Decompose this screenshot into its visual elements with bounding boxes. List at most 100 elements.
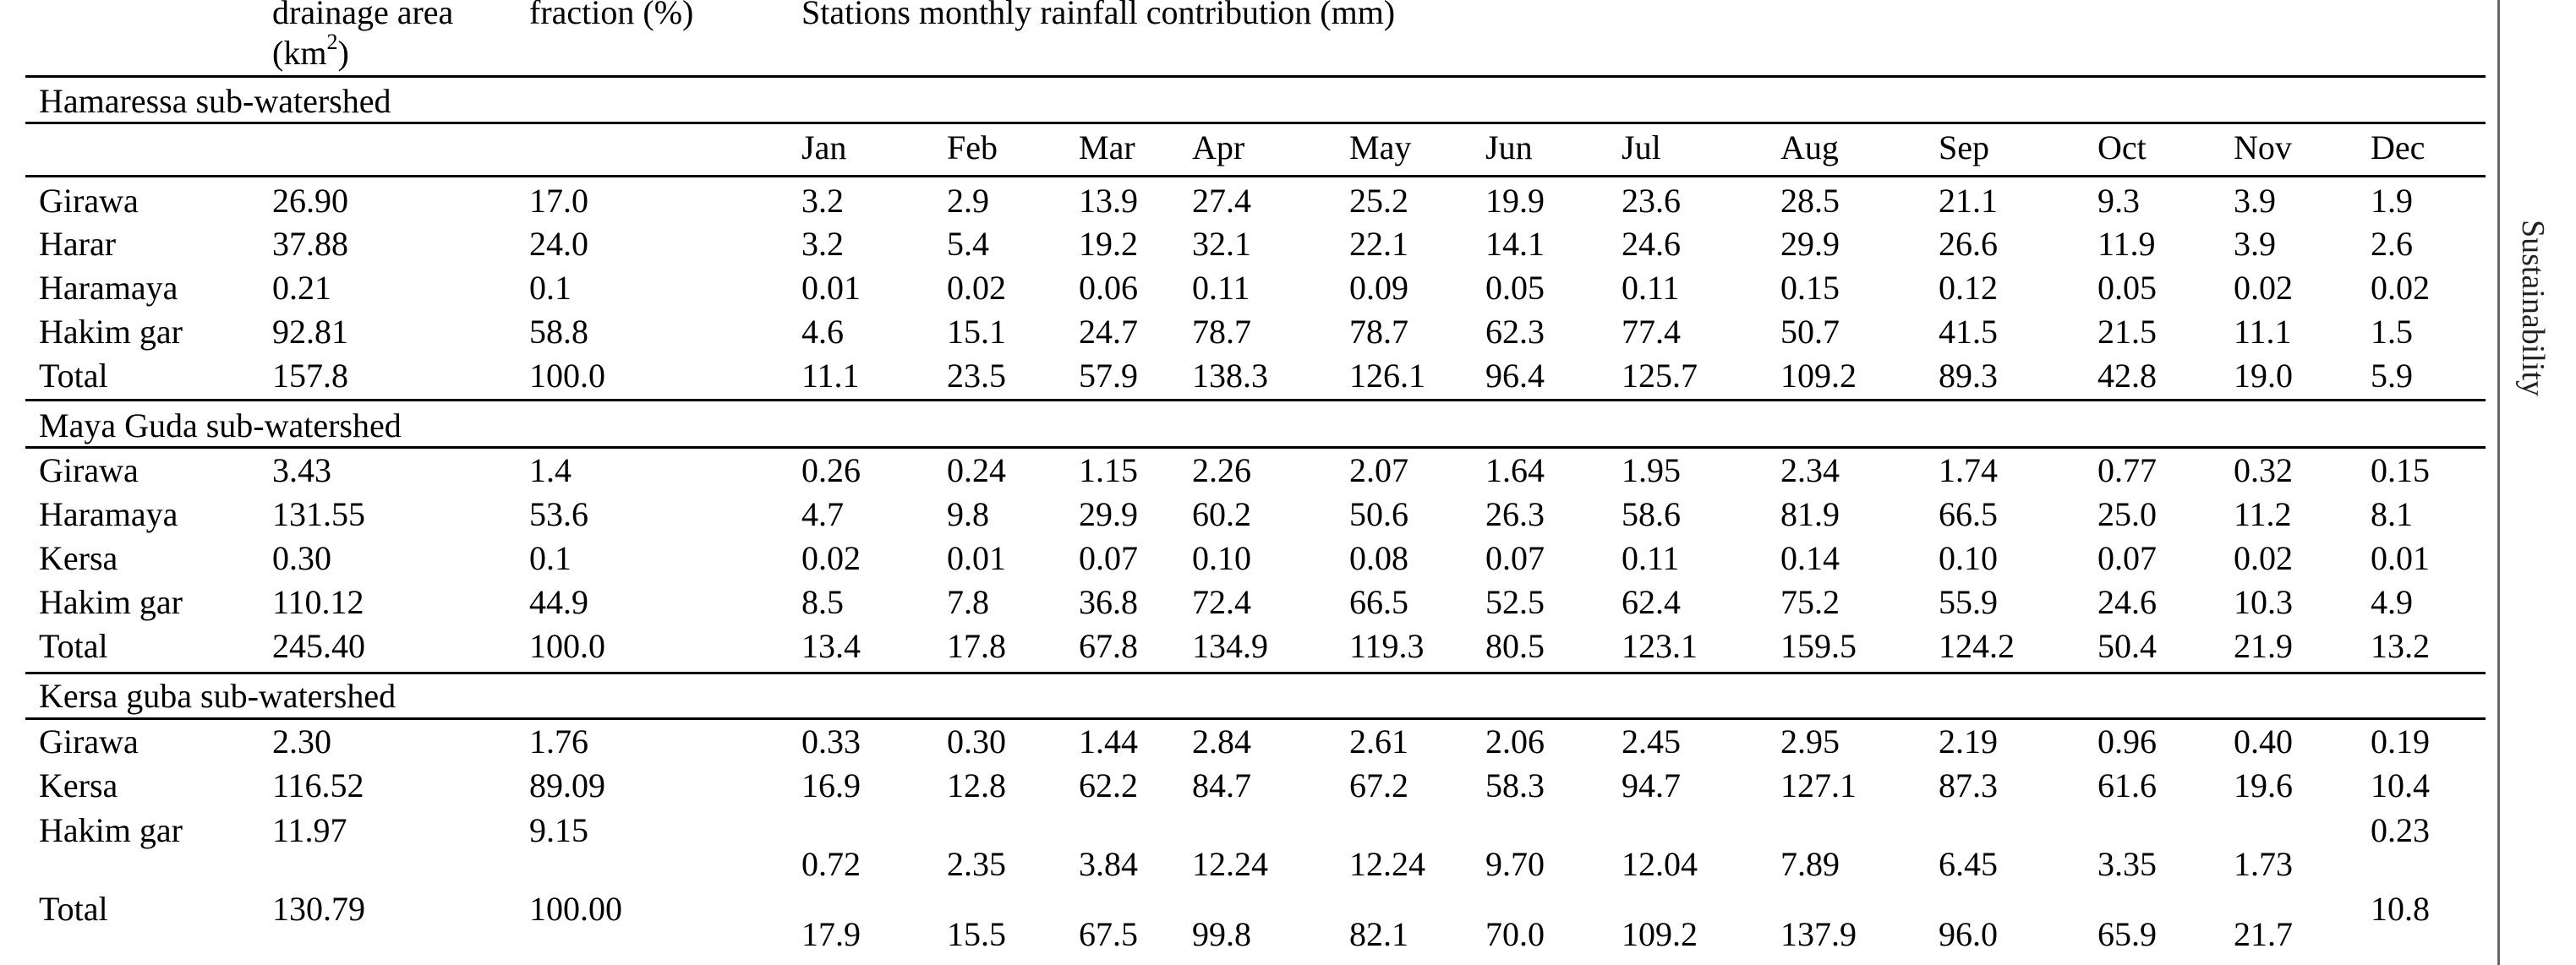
month-rule [25, 175, 2486, 177]
drainage-area-value: 116.52 [272, 766, 364, 804]
rainfall-cell: 10.8 [2371, 890, 2430, 928]
rainfall-cell: 7.8 [947, 583, 989, 621]
rainfall-cell: 26.6 [1939, 225, 1998, 263]
rainfall-cell: 50.7 [1780, 313, 1840, 351]
rainfall-cell: 0.30 [947, 722, 1006, 761]
rainfall-cell: 87.3 [1939, 766, 1998, 804]
rainfall-cell: 2.9 [947, 182, 989, 220]
rainfall-cell: 60.2 [1192, 495, 1251, 533]
rainfall-cell: 62.3 [1485, 313, 1545, 351]
rainfall-cell: 3.84 [1079, 845, 1138, 883]
rainfall-cell: 0.10 [1192, 539, 1251, 577]
rainfall-cell: 89.3 [1939, 357, 1998, 395]
rainfall-cell: 55.9 [1939, 583, 1998, 621]
rainfall-cell: 67.8 [1079, 627, 1138, 665]
rainfall-cell: 11.1 [801, 357, 860, 395]
rainfall-cell: 6.45 [1939, 845, 1998, 883]
drainage-area-value: 157.8 [272, 357, 348, 395]
rainfall-cell: 13.4 [801, 627, 861, 665]
rainfall-cell: 1.95 [1622, 451, 1681, 489]
rainfall-cell: 0.05 [1485, 269, 1545, 307]
rainfall-cell: 75.2 [1780, 583, 1840, 621]
rainfall-cell: 10.3 [2234, 583, 2293, 621]
section-rule [25, 399, 2486, 401]
rainfall-cell: 0.96 [2097, 722, 2157, 761]
station-name: Kersa [39, 539, 118, 577]
rainfall-cell: 81.9 [1780, 495, 1840, 533]
rainfall-cell: 24.6 [2097, 583, 2157, 621]
rainfall-cell: 9.70 [1485, 845, 1545, 883]
rainfall-cell: 2.84 [1192, 722, 1251, 761]
rainfall-cell: 50.4 [2097, 627, 2157, 665]
rainfall-cell: 57.9 [1079, 357, 1138, 395]
drainage-area-value: 92.81 [272, 313, 348, 351]
rainfall-cell: 29.9 [1079, 495, 1138, 533]
rainfall-cell: 21.5 [2097, 313, 2157, 351]
rainfall-cell: 94.7 [1622, 766, 1681, 804]
rainfall-cell: 19.0 [2234, 357, 2293, 395]
rainfall-cell: 12.8 [947, 766, 1006, 804]
header-drainage-area-unit: (km2) [272, 29, 349, 72]
rainfall-cell: 0.10 [1939, 539, 1998, 577]
rainfall-cell: 109.2 [1622, 915, 1698, 953]
rainfall-cell: 24.6 [1622, 225, 1681, 263]
rainfall-cell: 2.19 [1939, 722, 1998, 761]
station-name: Haramaya [39, 269, 178, 307]
rainfall-cell: 0.01 [947, 539, 1006, 577]
rainfall-cell: 9.8 [947, 495, 989, 533]
rainfall-cell: 13.2 [2371, 627, 2430, 665]
rainfall-cell: 0.11 [1622, 269, 1680, 307]
rainfall-cell: 25.0 [2097, 495, 2157, 533]
rainfall-cell: 11.1 [2234, 313, 2292, 351]
rainfall-cell: 19.9 [1485, 182, 1545, 220]
rainfall-cell: 7.89 [1780, 845, 1840, 883]
rainfall-cell: 62.4 [1622, 583, 1681, 621]
rainfall-cell: 77.4 [1622, 313, 1681, 351]
rainfall-cell: 19.6 [2234, 766, 2293, 804]
section-rule [25, 717, 2486, 720]
rainfall-cell: 8.5 [801, 583, 844, 621]
rainfall-cell: 21.7 [2234, 915, 2293, 953]
rainfall-cell: 0.33 [801, 722, 861, 761]
rainfall-cell: 124.2 [1939, 627, 2015, 665]
section-title: Hamaressa sub-watershed [39, 82, 391, 120]
rainfall-cell: 0.07 [2097, 539, 2157, 577]
station-name: Haramaya [39, 495, 178, 533]
month-header-aug: Aug [1780, 128, 1839, 166]
rainfall-cell: 3.9 [2234, 225, 2276, 263]
month-header-sep: Sep [1939, 128, 1989, 166]
month-header-jul: Jul [1622, 128, 1661, 166]
rainfall-cell: 11.2 [2234, 495, 2292, 533]
rainfall-cell: 67.2 [1349, 766, 1408, 804]
fraction-value: 0.1 [529, 539, 572, 577]
rainfall-cell: 22.1 [1349, 225, 1408, 263]
rainfall-cell: 96.4 [1485, 357, 1545, 395]
rainfall-cell: 80.5 [1485, 627, 1545, 665]
rainfall-cell: 0.77 [2097, 451, 2157, 489]
rainfall-cell: 3.2 [801, 182, 844, 220]
rainfall-cell: 2.35 [947, 845, 1006, 883]
drainage-area-value: 245.40 [272, 627, 365, 665]
station-name: Total [39, 890, 108, 928]
station-name: Total [39, 357, 108, 395]
rainfall-cell: 72.4 [1192, 583, 1251, 621]
drainage-area-value: 2.30 [272, 722, 331, 761]
rainfall-cell: 138.3 [1192, 357, 1268, 395]
rainfall-cell: 2.95 [1780, 722, 1840, 761]
rainfall-cell: 29.9 [1780, 225, 1840, 263]
rainfall-cell: 0.11 [1192, 269, 1250, 307]
drainage-area-value: 0.30 [272, 539, 331, 577]
rainfall-cell: 26.3 [1485, 495, 1545, 533]
rainfall-cell: 119.3 [1349, 627, 1425, 665]
rainfall-cell: 28.5 [1780, 182, 1840, 220]
rainfall-cell: 0.23 [2371, 811, 2430, 849]
month-header-nov: Nov [2234, 128, 2292, 166]
station-name: Hakim gar [39, 811, 183, 849]
rainfall-cell: 10.4 [2371, 766, 2430, 804]
rainfall-cell: 137.9 [1780, 915, 1857, 953]
rainfall-cell: 0.02 [2371, 269, 2430, 307]
month-header-jan: Jan [801, 128, 847, 166]
rainfall-cell: 16.9 [801, 766, 861, 804]
fraction-value: 24.0 [529, 225, 588, 263]
rainfall-cell: 0.08 [1349, 539, 1408, 577]
